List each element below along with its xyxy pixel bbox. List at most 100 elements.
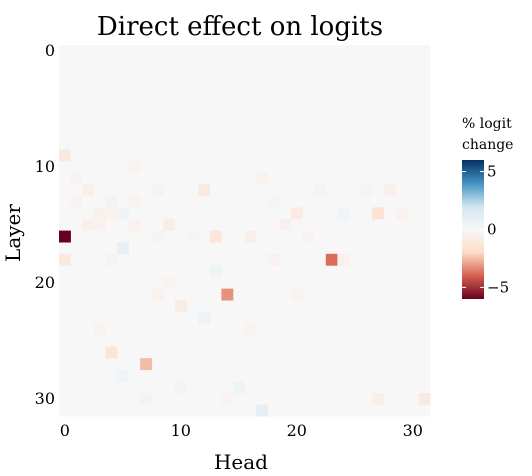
heatmap-cell [244,45,257,57]
heatmap-cell [302,288,315,301]
heatmap-cell [372,358,385,371]
heatmap-cell [383,358,396,371]
heatmap-cell [349,404,361,417]
heatmap-cell [302,311,315,324]
heatmap-cell [418,56,431,69]
heatmap-cell [244,56,257,69]
heatmap-cell [256,126,269,139]
heatmap-cell [291,161,303,173]
heatmap-cell [117,79,129,92]
heatmap-cell [93,195,106,208]
heatmap-cell [151,114,164,127]
heatmap-cell [291,369,303,382]
heatmap-cell [82,103,95,115]
heatmap-cell [383,219,396,231]
heatmap-cell [291,346,303,359]
heatmap-cell [105,323,118,336]
heatmap-cell [105,346,118,359]
heatmap-cell [267,103,280,115]
heatmap-cell [175,323,187,336]
heatmap-cell [383,288,396,301]
heatmap-cell [209,45,222,57]
heatmap-cell [117,161,129,173]
heatmap-cell [175,45,187,57]
heatmap-cell [105,358,118,371]
heatmap-cell [82,300,95,313]
heatmap-cell [186,404,199,417]
heatmap-cell [198,404,211,417]
heatmap-cell [291,323,303,336]
heatmap-cell [140,207,153,220]
heatmap-cell [302,103,315,115]
heatmap-cell [117,195,129,208]
heatmap-cell [372,381,385,394]
heatmap-cell [267,161,280,173]
heatmap-cell [221,277,234,289]
heatmap-cell [93,253,106,266]
heatmap-cell [360,137,373,150]
heatmap-cell [151,242,164,255]
heatmap-cell [233,184,245,197]
heatmap-cell [221,288,234,301]
heatmap-cell [256,358,269,371]
heatmap-cell [82,161,95,173]
heatmap-cell [70,381,83,394]
heatmap-cell [337,230,350,243]
heatmap-cell [70,207,83,220]
heatmap-cell [117,277,129,289]
heatmap-cell [267,300,280,313]
heatmap-cell [337,149,350,162]
heatmap-cell [325,172,338,185]
heatmap-cell [314,311,327,324]
heatmap-cell [418,311,431,324]
heatmap-cell [383,311,396,324]
heatmap-cell [186,137,199,150]
colorbar-tick-label: 0 [487,221,497,239]
heatmap-cell [407,242,419,255]
heatmap-cell [256,68,269,81]
heatmap-cell [209,381,222,394]
heatmap-cell [279,45,292,57]
heatmap-cell [325,300,338,313]
heatmap-cell [105,369,118,382]
heatmap-cell [175,103,187,115]
heatmap-cell [291,149,303,162]
heatmap-cell [372,230,385,243]
heatmap-cell [117,300,129,313]
heatmap-cell [337,369,350,382]
heatmap-cell [418,195,431,208]
heatmap-cell [372,184,385,197]
heatmap-cell [407,184,419,197]
heatmap-cell [59,323,71,336]
heatmap-cell [151,219,164,231]
heatmap-cell [128,311,141,324]
heatmap-cell [233,91,245,104]
heatmap-cell [314,277,327,289]
heatmap-cell [70,288,83,301]
heatmap-cell [233,404,245,417]
heatmap-cell [93,103,106,115]
heatmap-cell [175,369,187,382]
heatmap-cell [383,126,396,139]
heatmap-cell [279,346,292,359]
colorbar-title: change [462,137,513,153]
heatmap-cell [383,68,396,81]
heatmap-cell [209,300,222,313]
heatmap-cell [221,242,234,255]
heatmap-cell [383,230,396,243]
heatmap-cell [349,126,361,139]
heatmap-cell [105,114,118,127]
heatmap-cell [349,114,361,127]
heatmap-cell [105,184,118,197]
heatmap-cell [163,91,176,104]
heatmap-cell [117,68,129,81]
heatmap-cell [383,242,396,255]
heatmap-cell [267,184,280,197]
heatmap-cell [140,277,153,289]
heatmap-cell [198,288,211,301]
heatmap-cell [349,369,361,382]
heatmap-cell [186,335,199,347]
heatmap-cell [186,300,199,313]
heatmap-cell [221,393,234,405]
heatmap-cell [244,393,257,405]
